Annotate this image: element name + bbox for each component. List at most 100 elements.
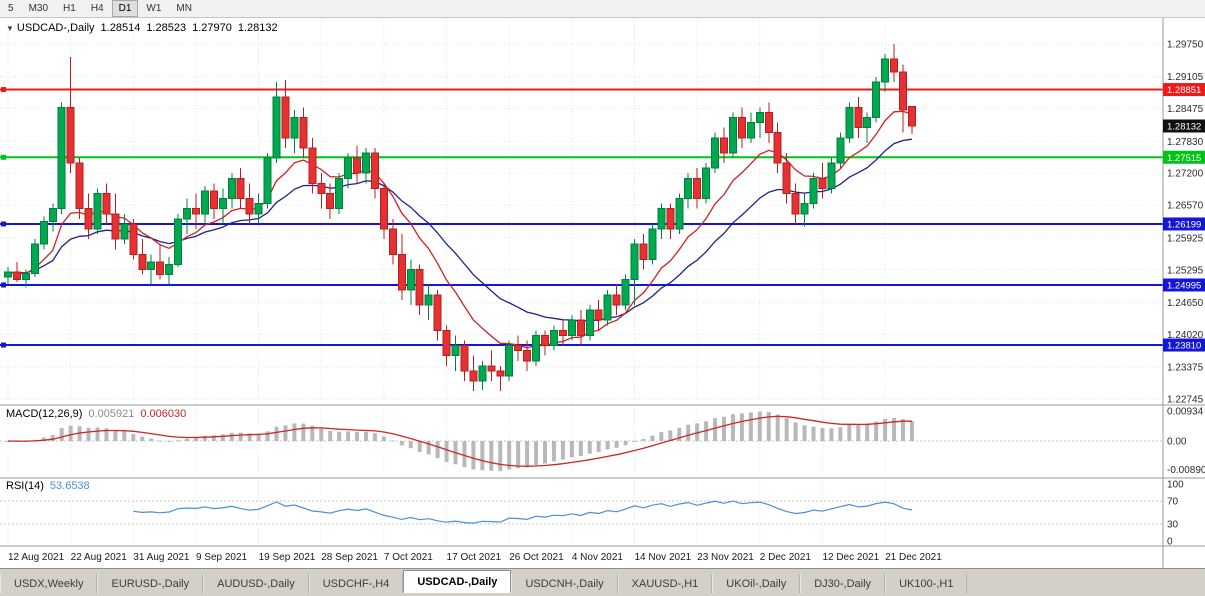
date-tick-label: 21 Dec 2021 (885, 552, 942, 563)
chart-tab-usdx-weekly[interactable]: USDX,Weekly (0, 574, 98, 593)
timeframe-button-h1[interactable]: H1 (56, 0, 83, 17)
candle-down (541, 334, 549, 347)
candle-down (326, 193, 335, 210)
chart-tab-xauusd-h1[interactable]: XAUUSD-,H1 (617, 574, 713, 593)
macd-tick-label: 0.00 (1167, 437, 1187, 448)
macd-histogram-bar (131, 433, 136, 441)
macd-histogram-bar (364, 431, 368, 441)
macd-histogram-bar (435, 441, 440, 459)
date-tick-label: 7 Oct 2021 (384, 552, 433, 563)
macd-histogram-bar (41, 437, 46, 441)
candle-down (129, 223, 138, 255)
chart-tab-usdcad-daily[interactable]: USDCAD-,Daily (403, 570, 512, 593)
macd-histogram-bar (865, 423, 870, 441)
price-tick-label: 1.27200 (1167, 169, 1204, 180)
macd-histogram-bar (337, 431, 342, 441)
candle-up (254, 203, 263, 215)
price-tick-label: 1.28475 (1167, 104, 1204, 115)
chart-tab-dj30-daily[interactable]: DJ30-,Daily (800, 574, 886, 593)
candle-up (362, 152, 370, 174)
date-tick-label: 12 Aug 2021 (8, 552, 65, 563)
candle-up (147, 261, 156, 271)
candle-up (728, 116, 737, 154)
candle-up (272, 96, 281, 159)
level-anchor-marker (1, 154, 6, 160)
macd-histogram-bar (489, 441, 494, 471)
chart-tab-audusd-daily[interactable]: AUDUSD-,Daily (203, 574, 309, 593)
chart-tab-ukoil-daily[interactable]: UKOil-,Daily (712, 574, 801, 593)
date-axis: 12 Aug 2021 22 Aug 2021 31 Aug 2021 9 Sep 2… (8, 552, 942, 563)
candle-up (93, 193, 102, 230)
price-axis: 1.29750 1.29105 1.28475 1.27830 1.27200 1.265… (1167, 40, 1205, 548)
price-badge-label: 1.24995 (1167, 280, 1201, 291)
timeframe-button-d1[interactable]: D1 (111, 0, 139, 17)
candle-down (666, 208, 675, 230)
candle-down (66, 106, 75, 164)
macd-histogram-bar (185, 438, 189, 441)
candle-down (12, 271, 21, 281)
macd-histogram-bar (856, 424, 861, 441)
macd-histogram-bar (498, 441, 503, 472)
candle-up (505, 345, 514, 377)
grid-layer (0, 18, 1163, 546)
chart-canvas[interactable]: 1.29750 1.29105 1.28475 1.27830 1.27200 1.265… (0, 18, 1205, 568)
macd-histogram-bar (516, 441, 521, 469)
macd-histogram-bar (829, 428, 834, 441)
rsi-line (133, 500, 913, 524)
macd-histogram-bar (167, 441, 172, 442)
price-badge (1163, 150, 1205, 164)
candle-down (84, 208, 93, 230)
macd-histogram-bar (292, 423, 297, 441)
macd-histogram-bar (623, 441, 628, 446)
price-tick-label: 1.24020 (1167, 330, 1204, 341)
date-tick-label: 17 Oct 2021 (447, 552, 502, 563)
macd-histogram-bar (838, 427, 843, 441)
macd-histogram-bar (784, 418, 789, 441)
candle-down (907, 106, 916, 127)
candle-down (523, 350, 532, 362)
candle-up (621, 279, 630, 306)
macd-tick-label: 0.00934 (1167, 406, 1204, 417)
candle-up (648, 228, 657, 260)
macd-histogram-bar (525, 441, 530, 468)
candle-down (782, 162, 791, 195)
timeframe-button-5[interactable]: 5 (1, 0, 21, 17)
candle-up (183, 208, 191, 220)
chart-tab-usdchf-h4[interactable]: USDCHF-,H4 (308, 574, 404, 593)
candle-up (30, 243, 39, 275)
chart-tab-uk100-h1[interactable]: UK100-,H1 (885, 574, 968, 593)
candle-up (344, 157, 353, 179)
macd-histogram-bar (883, 418, 888, 441)
timeframe-button-m30[interactable]: M30 (22, 0, 55, 17)
macd-histogram-bar (874, 421, 879, 441)
level-anchor-marker (1, 342, 6, 348)
chart-tab-usdcnh-daily[interactable]: USDCNH-,Daily (511, 574, 618, 593)
macd-histogram-bar (310, 425, 315, 441)
price-badge (1163, 119, 1205, 133)
levels-layer (0, 87, 1163, 348)
timeframe-button-w1[interactable]: W1 (139, 0, 168, 17)
date-tick-label: 9 Sep 2021 (196, 552, 248, 563)
candle-down (496, 370, 505, 377)
price-tick-label: 1.29105 (1167, 72, 1204, 83)
macd-histogram-bar (193, 437, 198, 441)
candle-down (317, 182, 326, 195)
level-anchor-marker (1, 282, 6, 288)
candle-down (75, 162, 84, 210)
macd-histogram-bar (578, 441, 583, 457)
timeframe-button-h4[interactable]: H4 (84, 0, 111, 17)
candle-down (639, 243, 648, 260)
timeframe-button-mn[interactable]: MN (169, 0, 199, 17)
rsi-tick-label: 0 (1167, 537, 1173, 548)
macd-histogram-bar (408, 441, 413, 449)
candle-down (469, 370, 478, 382)
macd-histogram-bar (793, 422, 798, 441)
chart-background (0, 18, 1205, 568)
price-badge-label: 1.23810 (1167, 341, 1201, 352)
macd-histogram-bar (569, 441, 574, 458)
macd-histogram-bar (417, 441, 422, 453)
macd-histogram-bar (614, 441, 619, 448)
candle-down (370, 152, 379, 189)
chart-tab-eurusd-daily[interactable]: EURUSD-,Daily (97, 574, 204, 593)
price-tick-label: 1.25925 (1167, 233, 1204, 244)
